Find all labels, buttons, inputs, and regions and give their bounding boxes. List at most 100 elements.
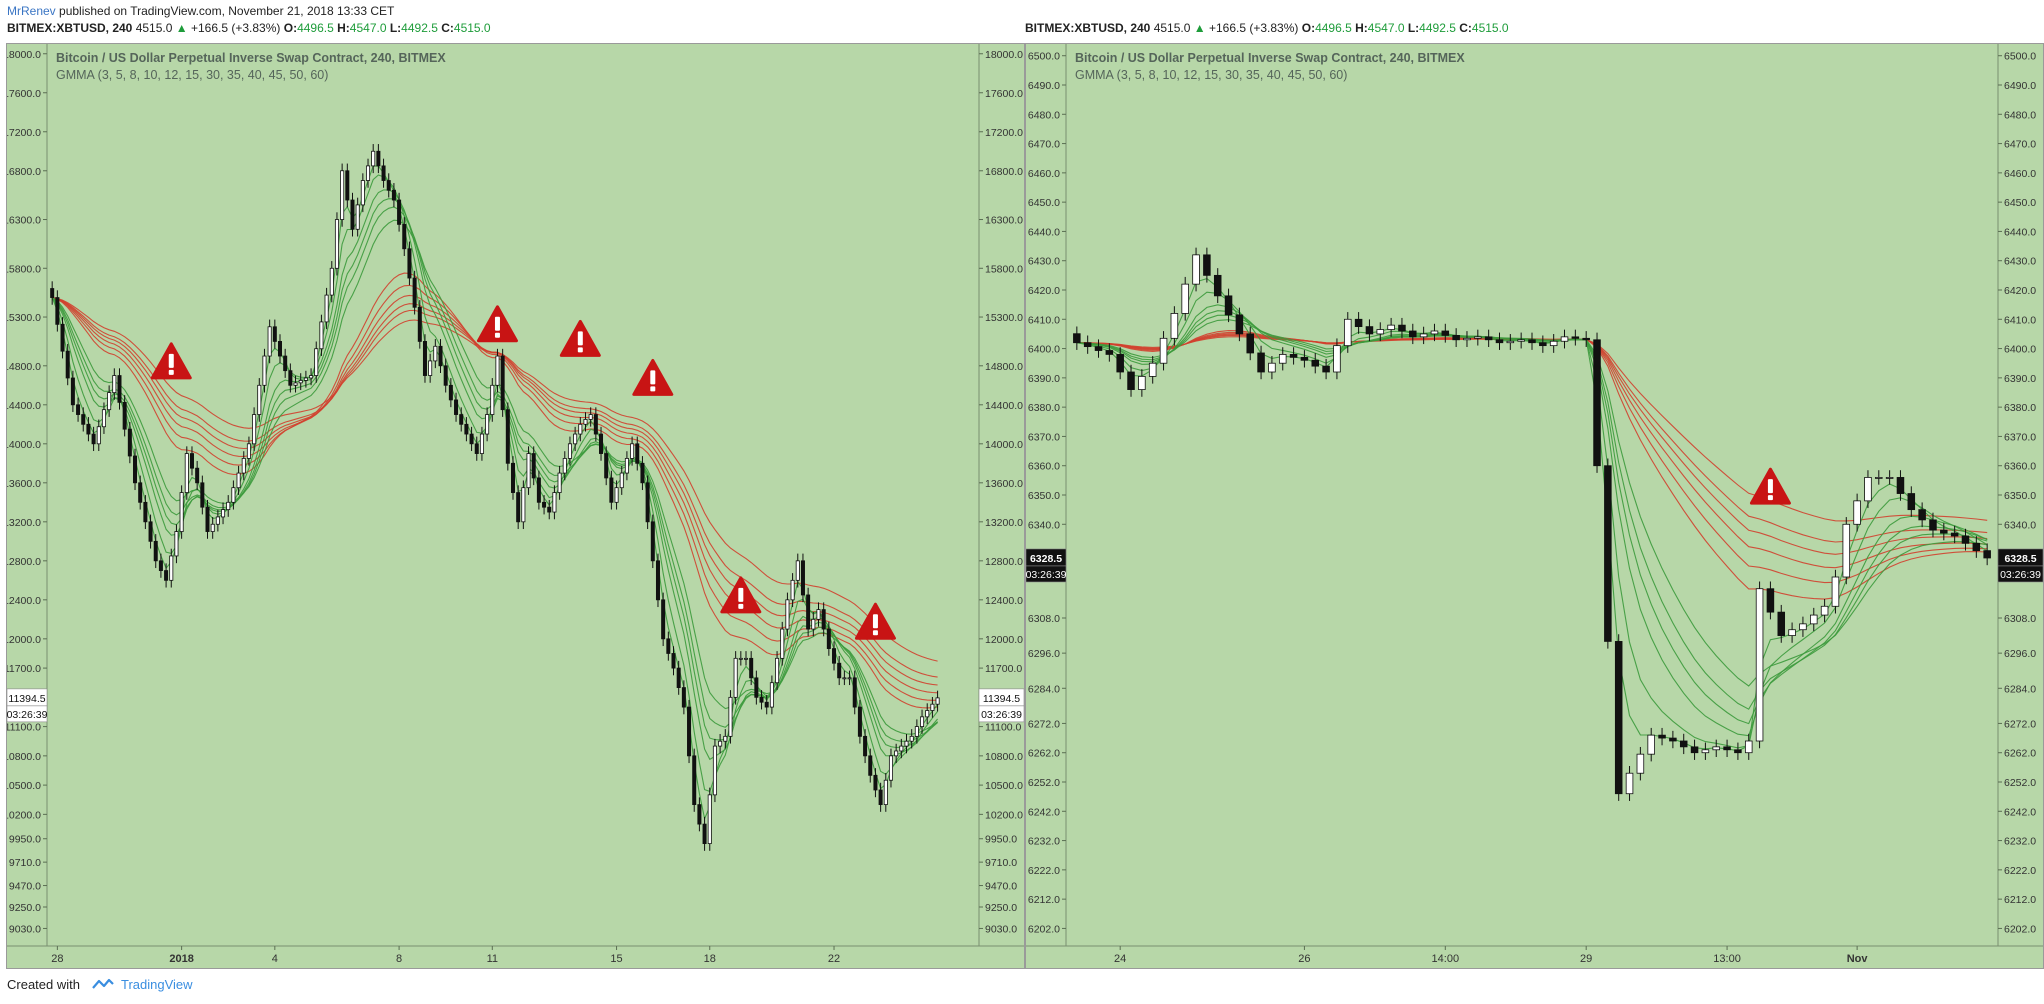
y-tick-label-right: 6212.0	[2004, 894, 2036, 906]
y-tick-label-right: 13600.0	[985, 478, 1023, 490]
candle-body	[1235, 314, 1244, 335]
candle-body	[702, 823, 707, 845]
chart-title: Bitcoin / US Dollar Perpetual Inverse Sw…	[1075, 51, 1465, 65]
y-tick-label-right: 12800.0	[985, 556, 1023, 568]
candle-body	[272, 326, 277, 342]
chart-panel-left[interactable]: 18000.0 18000.0 17600.0 17600.0 17200.0 17200…	[6, 43, 1025, 969]
y-tick-label-right: 6380.0	[2004, 402, 2036, 414]
y-tick-label-right: 6450.0	[2004, 197, 2036, 209]
tradingview-link[interactable]: TradingView	[121, 977, 193, 992]
y-tick-label-right: 11700.0	[985, 663, 1022, 675]
warning-exclamation-dot	[872, 630, 878, 636]
y-tick-label-right: 10500.0	[985, 780, 1023, 792]
candle-body	[96, 426, 101, 445]
candle-body	[329, 267, 334, 296]
y-tick-label-right: 17200.0	[985, 127, 1023, 139]
y-tick-label-left: 6284.0	[1028, 683, 1060, 695]
y-tick-label-right: 6460.0	[2004, 168, 2036, 180]
candle-body	[1419, 333, 1428, 338]
candle-body	[1679, 740, 1688, 748]
candle-body	[609, 477, 614, 503]
candle-body	[650, 521, 655, 562]
candle-body	[107, 392, 112, 411]
candle-body	[101, 409, 106, 428]
warning-exclamation-dot	[494, 332, 500, 338]
candle-body	[371, 150, 376, 167]
candle-body	[1549, 340, 1558, 347]
candle-body	[1484, 336, 1493, 341]
chart-svg-left[interactable]: 18000.0 18000.0 17600.0 17600.0 17200.0 17200…	[7, 44, 1024, 968]
x-tick-label: 13:00	[1713, 953, 1741, 965]
y-tick-label-left: 6440.0	[1028, 226, 1060, 238]
candle-body	[70, 377, 75, 406]
timer-tag-label: 03:26:39	[981, 709, 1022, 721]
candle-body	[1246, 333, 1254, 354]
y-tick-label-left: 6490.0	[1028, 80, 1060, 92]
warning-exclamation-dot	[577, 347, 583, 353]
y-tick-label-left: 6252.0	[1028, 777, 1060, 789]
candle-body	[640, 462, 645, 484]
candle-body	[878, 789, 883, 806]
candle-body	[604, 453, 609, 479]
y-tick-label-left: 9710.0	[9, 857, 41, 869]
candle-body	[277, 341, 283, 357]
warning-exclamation-dot	[650, 386, 656, 392]
y-tick-label-left: 6500.0	[1028, 51, 1060, 63]
candle-body	[1918, 509, 1926, 521]
ema-short-line	[51, 219, 938, 735]
candle-body	[376, 150, 381, 167]
y-tick-label-right: 11100.0	[985, 722, 1022, 734]
author-link[interactable]: MrRenev	[7, 4, 56, 18]
y-tick-label-left: 12800.0	[7, 556, 41, 568]
candle-body	[510, 462, 516, 493]
candle-body	[50, 288, 55, 298]
candle-body	[314, 348, 319, 376]
candle-body	[474, 443, 479, 454]
warning-icon	[720, 576, 762, 614]
y-tick-label-left: 6242.0	[1028, 806, 1060, 818]
candle-body	[412, 277, 417, 308]
candle-body	[138, 482, 143, 503]
candle-body	[920, 716, 925, 727]
candle-body	[1582, 337, 1590, 341]
candle-body	[65, 350, 70, 379]
chart-svg-right[interactable]: 6500.0 6500.0 6490.0 6490.0 6480.0 6480.0 6470…	[1026, 44, 2043, 968]
candle-body	[298, 380, 303, 384]
indicator-label: GMMA (3, 5, 8, 10, 12, 15, 30, 35, 40, 4…	[1075, 68, 1347, 82]
candle-body	[319, 321, 324, 350]
warning-icon	[150, 342, 192, 380]
candle-body	[252, 414, 257, 445]
warning-icon	[1749, 467, 1791, 505]
candle-body	[91, 433, 96, 445]
y-tick-label-right: 6242.0	[2004, 806, 2036, 818]
x-tick-label: 8	[396, 953, 402, 965]
candle-body	[200, 482, 205, 508]
chart-panel-right[interactable]: 6500.0 6500.0 6490.0 6490.0 6480.0 6480.0 6470…	[1025, 43, 2044, 969]
candle-body	[764, 701, 769, 708]
candle-body	[1528, 339, 1536, 344]
y-tick-label-right: 6470.0	[2004, 139, 2036, 151]
candle-body	[1181, 283, 1189, 314]
y-tick-label-right: 16800.0	[985, 166, 1023, 178]
candle-body	[599, 433, 604, 454]
last-price: 4515.0	[1153, 21, 1191, 35]
y-tick-label-left: 9030.0	[9, 923, 41, 935]
candle-body	[350, 199, 355, 230]
candle-body	[195, 467, 200, 484]
candle-body	[1354, 318, 1363, 328]
candle-body	[635, 443, 640, 464]
candle-body	[1387, 324, 1395, 330]
candle-body	[1560, 336, 1569, 342]
candle-body	[1116, 354, 1124, 373]
x-tick-label: 24	[1114, 953, 1126, 965]
candle-body	[723, 735, 728, 742]
open-value: 4496.5	[297, 21, 334, 35]
candle-body	[759, 696, 764, 703]
candle-body	[842, 677, 847, 680]
candle-body	[1474, 336, 1482, 339]
y-tick-label-right: 6296.0	[2004, 648, 2036, 660]
candle-body	[459, 414, 464, 425]
candle-body	[158, 560, 163, 571]
candle-body	[334, 219, 339, 269]
candle-body	[1907, 493, 1916, 511]
